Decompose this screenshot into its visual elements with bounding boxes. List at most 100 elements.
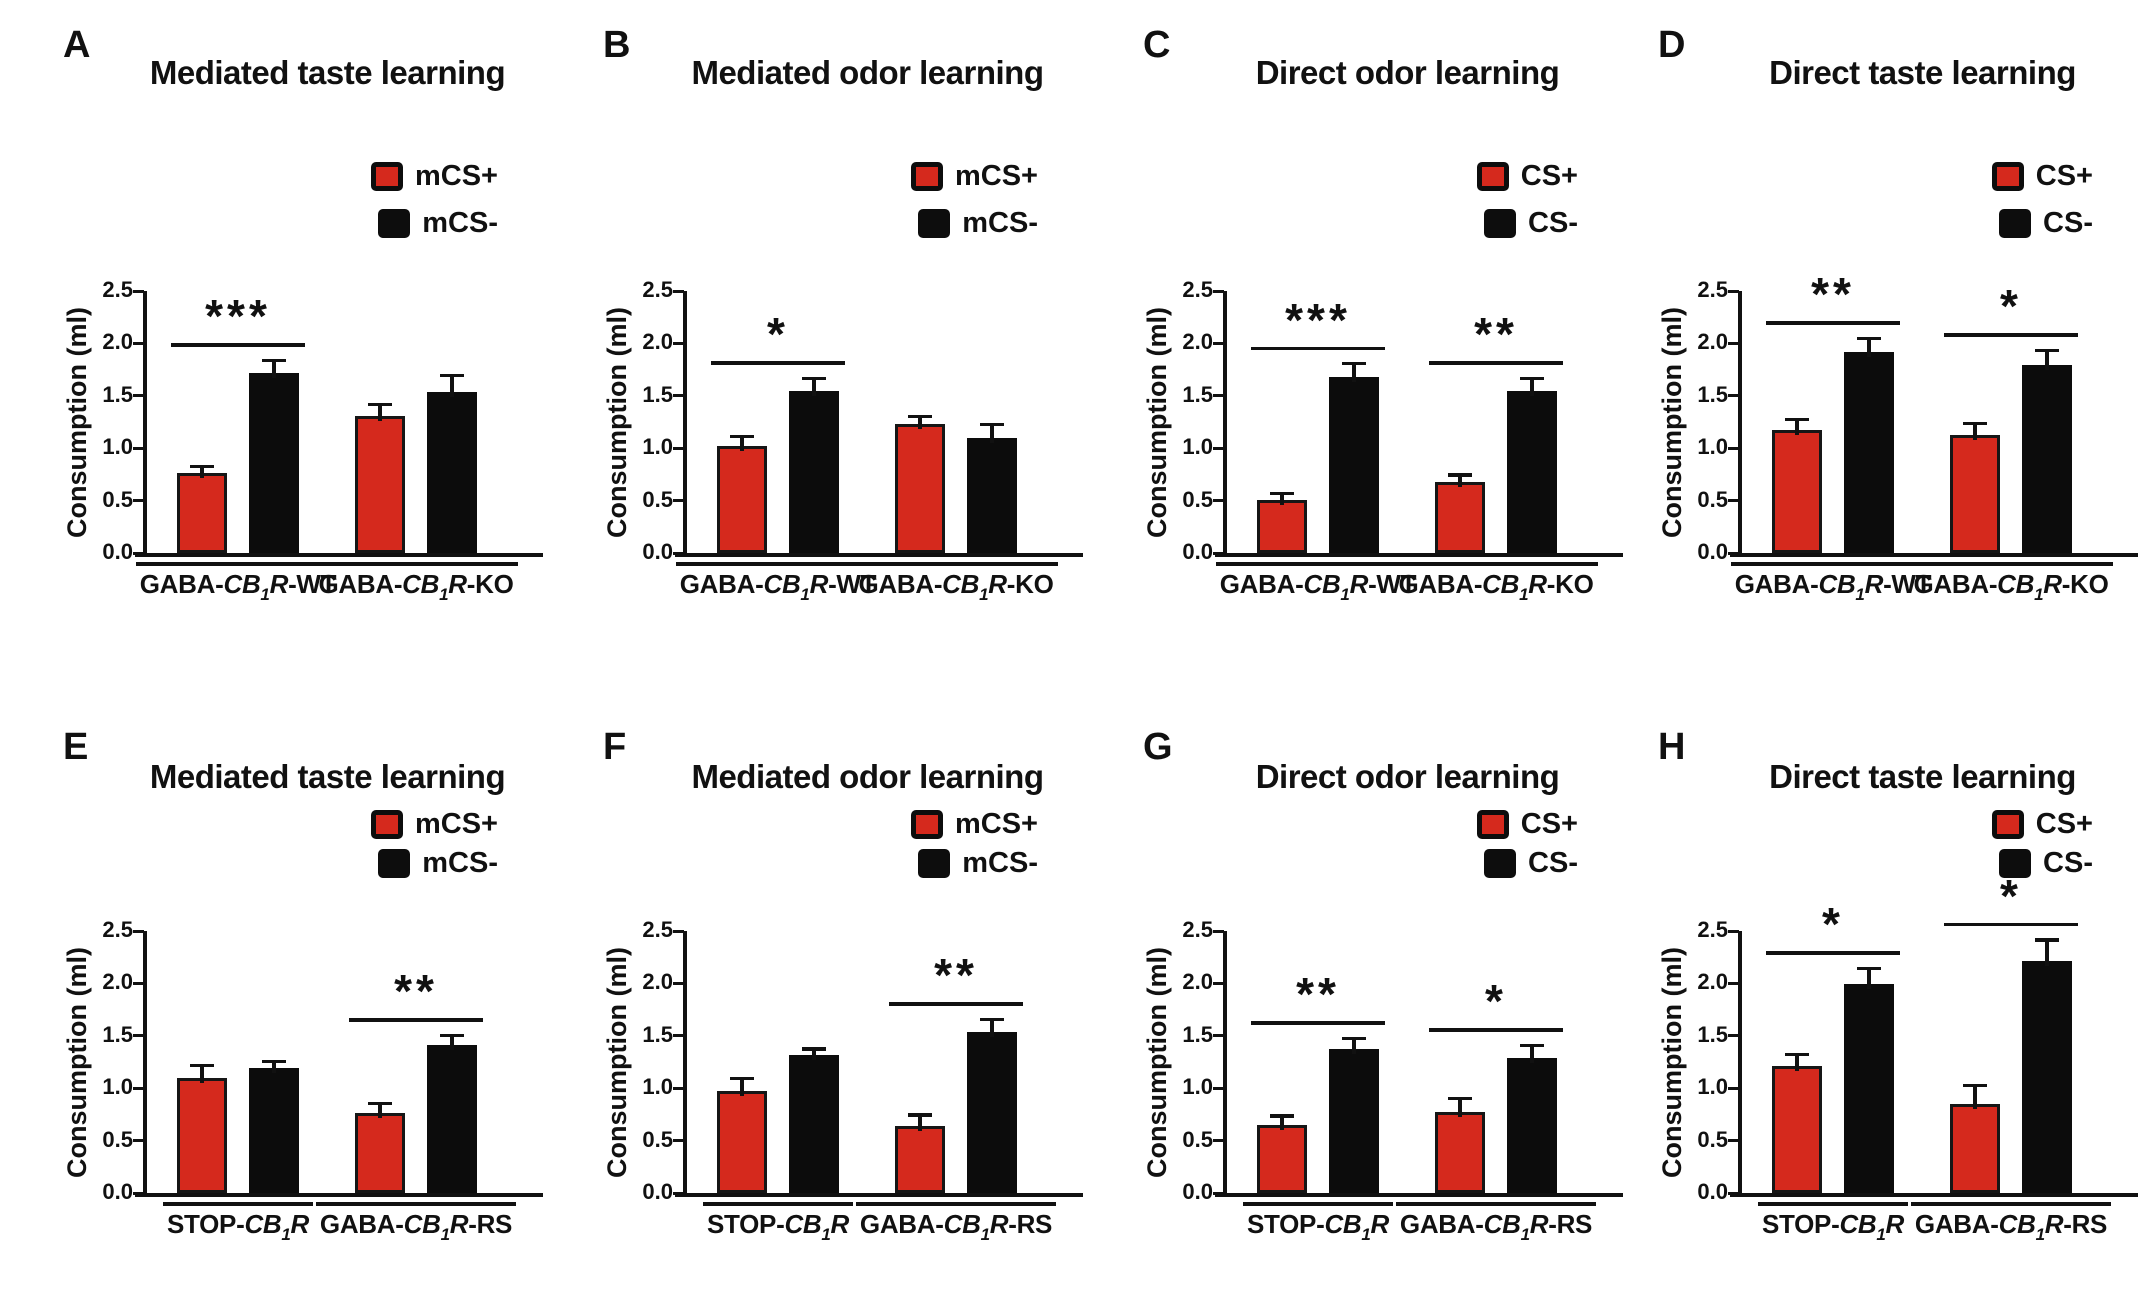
group-underline [1394,562,1598,566]
significance-line [889,1002,1023,1006]
legend-label: mCS+ [954,808,1038,840]
y-tick-label: 0.5 [1697,1126,1728,1152]
group-label-part: CB [1998,1209,2036,1239]
y-tick-mark [133,1139,144,1143]
group-label-part: R [1529,1209,1549,1239]
error-bar [1867,337,1871,357]
y-tick-label: 0.5 [102,1126,133,1152]
group-label-part: GABA- [679,569,764,599]
bar-chart: Consumption (ml) 2.5 2.0 1.5 1.0 0.5 0.0 * STOP-… [1650,873,2154,1286]
group-label-part: 1 [979,585,989,604]
bar-cs-minus [967,437,1017,553]
group-label-part: 1 [980,1225,990,1244]
significance-line [1251,346,1385,351]
y-tick-label: 0.5 [102,486,133,512]
error-bar [1530,1044,1534,1063]
bar-cs-minus [789,390,839,553]
y-tick-label: 2.5 [102,917,133,942]
error-bar-cap [190,464,214,469]
group-label-part: R [1528,569,1547,599]
group-label: GABA-CB1R-KO [1398,569,1593,605]
y-tick-mark [673,394,684,398]
y-tick-label: 1.5 [642,1021,673,1047]
significance-stars: *** [205,290,271,343]
legend-item: CS+ [1991,162,2093,191]
group-label-part: CB [763,569,801,599]
y-tick-mark [673,981,684,986]
y-tick-mark [673,1034,684,1038]
bar-cs-minus [1844,351,1894,553]
group-underline [1215,562,1421,566]
error-bar-cap [730,1076,754,1080]
legend-label: mCS- [422,847,498,879]
error-bar [272,359,276,378]
group-label-part: GABA- [858,569,943,599]
legend-item: mCS+ [370,162,498,191]
y-axis-line [1223,931,1227,1196]
error-bar [1352,362,1356,382]
y-tick-label: 0.0 [102,539,133,564]
significance-line [711,361,845,365]
legend-label: CS- [1528,847,1578,879]
group-label: STOP-CB1R [167,1209,309,1245]
y-tick-label: 0.5 [1182,1126,1213,1152]
group-label: STOP-CB1R [1247,1209,1389,1245]
y-tick-label: 1.0 [1182,434,1213,460]
cs-minus-swatch [378,209,411,238]
significance-line [349,1017,483,1022]
cs-plus-swatch [910,162,943,191]
significance-stars: ** [934,949,978,1002]
error-bar-cap [440,1033,464,1037]
panel-title: Direct taste learning [1769,54,2076,91]
panel-title: Direct odor learning [1255,54,1560,91]
group-label-part: CB [1482,569,1520,599]
legend-item: CS- [1484,209,1578,238]
group-label-part: -WT [1883,569,1932,599]
significance-line [1944,922,2078,927]
y-tick-mark [133,981,144,986]
legend-item: mCS+ [910,808,1038,840]
cs-plus-swatch [1991,810,2024,839]
group-label-part: CB [244,1209,282,1239]
group-label-part: -KO [1546,569,1594,599]
panel-g: G Direct odor learning CS+ CS- Consumpti… [1135,646,1640,1286]
legend-item: mCS+ [910,160,1038,192]
group-underline [1911,1202,2111,1206]
panel-title: Mediated taste learning [149,54,506,91]
error-bar-cap [262,359,286,363]
group-underline [316,1202,516,1206]
y-tick-label: 1.5 [102,1021,133,1047]
y-tick-label: 2.5 [642,277,673,302]
legend: CS+ CS- [1476,810,1578,879]
y-tick-mark [133,499,144,503]
error-bar-cap [368,1101,392,1105]
y-axis-line [1223,291,1227,556]
error-bar [2045,938,2049,967]
bar-cs-plus [177,1077,227,1193]
panel-title: Mediated taste learning [149,758,506,795]
bar-cs-plus [1950,1103,2000,1193]
bar-cs-minus [1507,1057,1557,1193]
bar-cs-plus [1257,1124,1307,1193]
error-bar [1458,473,1462,487]
error-bar-cap [802,1047,826,1051]
panel-letter: E [63,726,89,768]
y-axis-line [1738,931,1742,1196]
x-axis-line [1730,553,2138,557]
bar-chart: Consumption (ml) 2.5 2.0 1.5 1.0 0.5 0.0 STOP-C… [595,876,1100,1286]
y-tick-label: 1.5 [102,381,133,407]
y-tick-label: 1.5 [1697,1021,1728,1047]
legend: mCS+ mCS- [910,160,1038,238]
y-tick-mark [133,394,144,398]
bar-cs-minus [1329,1049,1379,1193]
error-bar [1973,1084,1977,1109]
cs-plus-swatch [370,162,403,191]
y-tick-mark [1728,1086,1739,1090]
error-bar-cap [908,414,932,418]
legend-label: mCS+ [954,160,1038,192]
x-axis-line [135,1193,543,1197]
x-axis-line [1215,1193,1623,1197]
error-bar [2045,348,2049,371]
group-label-part: 1 [2035,1225,2045,1244]
y-tick-label: 0.0 [1182,1179,1213,1204]
